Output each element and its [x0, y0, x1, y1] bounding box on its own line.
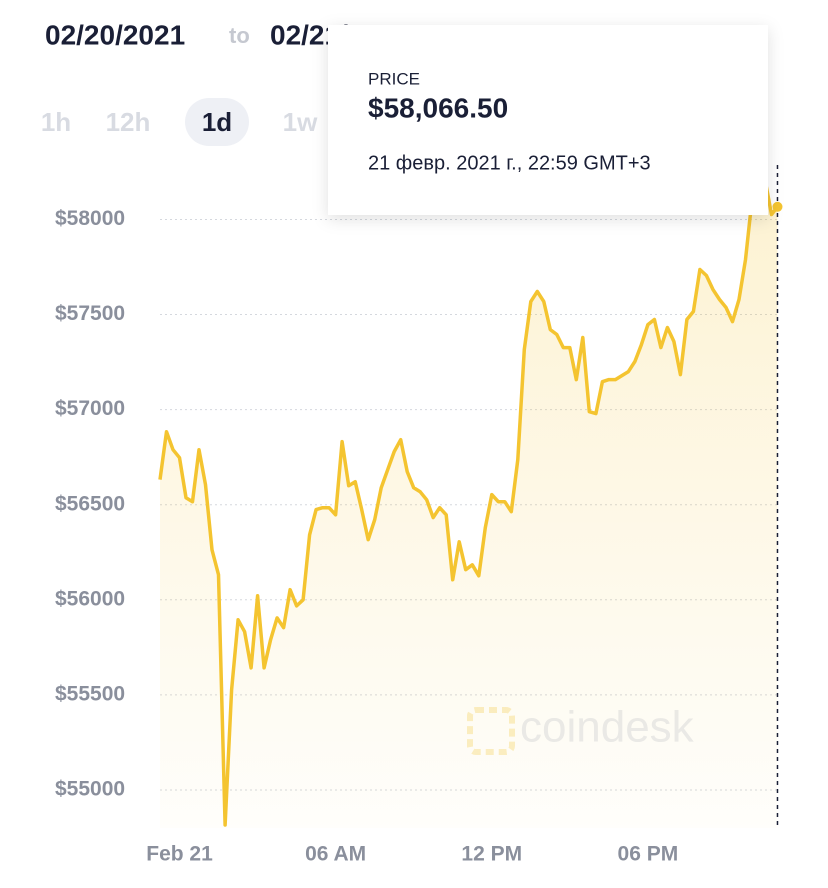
x-tick-label: 06 PM: [618, 843, 679, 866]
y-tick-label: $57000: [55, 397, 125, 420]
range-tabs: 1h 12h 1d 1w: [41, 98, 318, 146]
hover-point: [772, 201, 783, 212]
tooltip-time: 21 февр. 2021 г., 22:59 GMT+3: [368, 152, 651, 174]
tab[interactable]: 1w: [283, 107, 318, 137]
tab-active-bg: [185, 98, 249, 146]
y-tick-label: $55000: [55, 778, 125, 801]
x-tick-label: Feb 21: [146, 843, 213, 866]
tooltip: PRICE $58,066.50 21 февр. 2021 г., 22:59…: [328, 25, 768, 215]
y-tick-label: $56000: [55, 587, 125, 610]
tab[interactable]: 1d: [202, 107, 232, 137]
date-from[interactable]: 02/20/2021: [45, 19, 185, 50]
y-tick-label: $55500: [55, 682, 125, 705]
date-sep: to: [229, 23, 250, 48]
x-tick-label: 12 PM: [461, 843, 522, 866]
chart: $55000 $55500 $56000 $56500 $57000 $57500 $580…: [55, 165, 783, 866]
y-tick-label: $56500: [55, 492, 125, 515]
area-fill: [160, 179, 778, 828]
tooltip-price: $58,066.50: [368, 92, 508, 123]
tooltip-title: PRICE: [368, 69, 420, 88]
tab[interactable]: 1h: [41, 107, 71, 137]
tooltip-box: [328, 25, 768, 215]
y-tick-label: $58000: [55, 207, 125, 230]
x-tick-label: 06 AM: [305, 843, 366, 866]
y-tick-label: $57500: [55, 302, 125, 325]
price-line: [158, 177, 779, 827]
tab[interactable]: 12h: [106, 107, 151, 137]
